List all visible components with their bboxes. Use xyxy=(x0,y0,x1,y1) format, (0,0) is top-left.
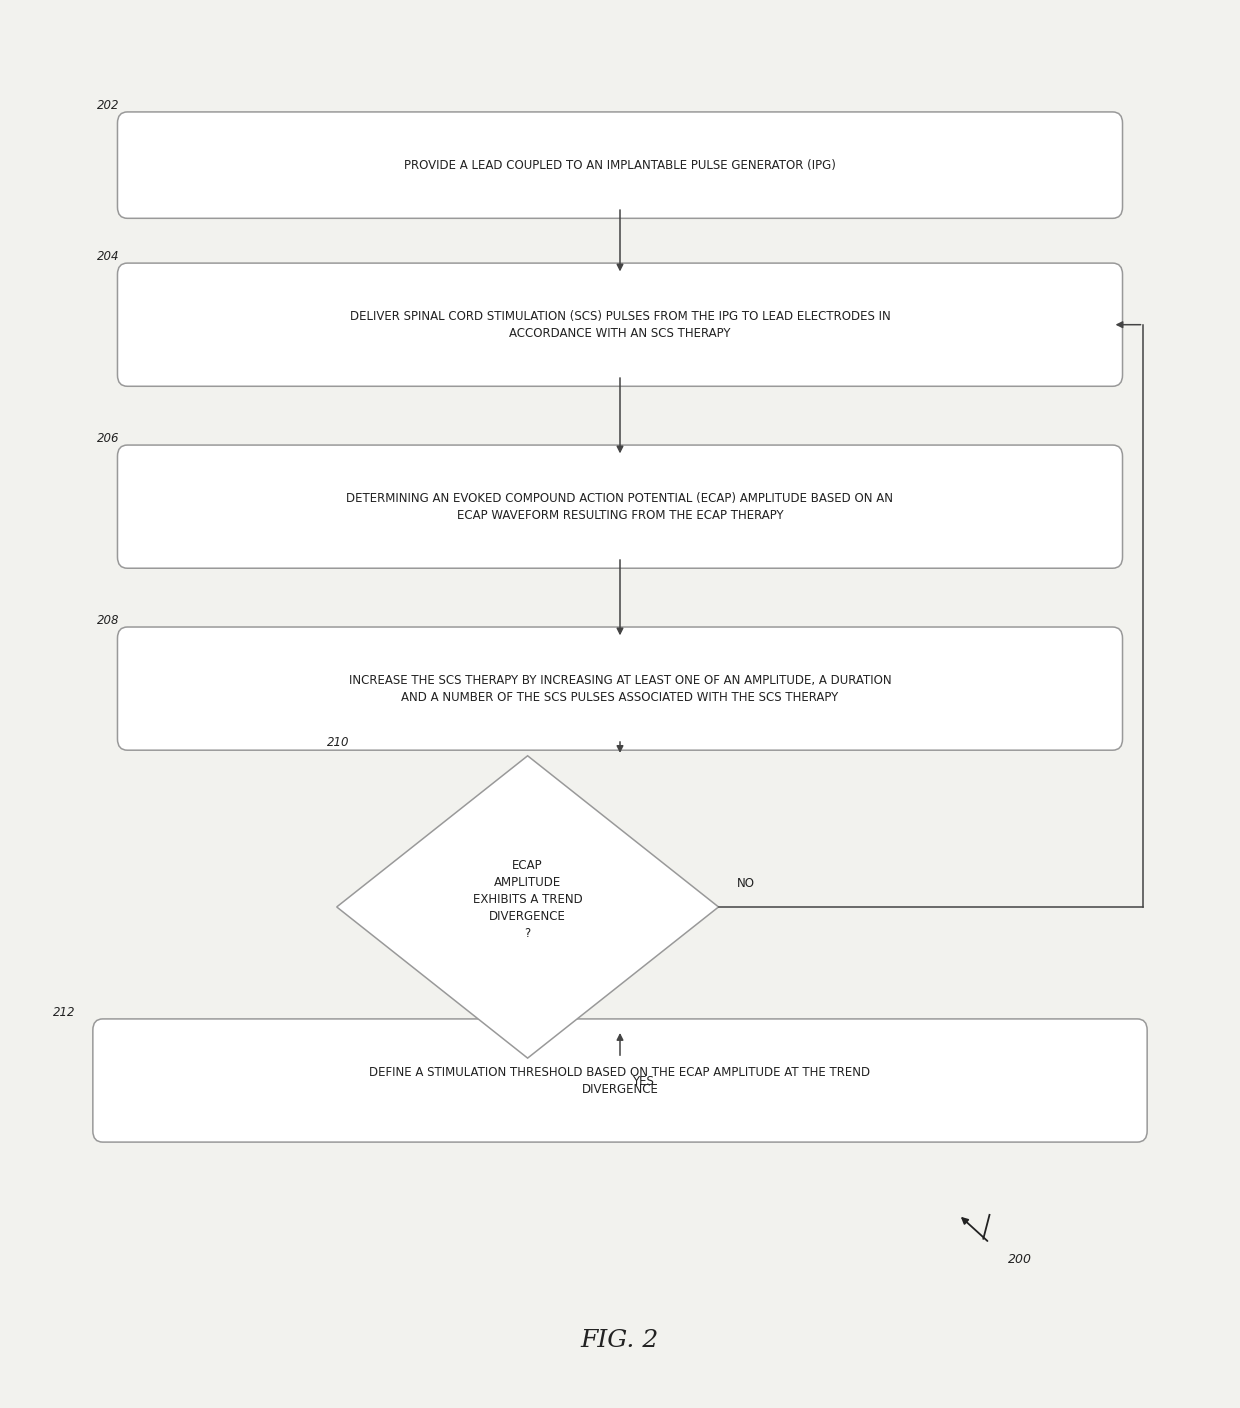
Polygon shape xyxy=(337,756,718,1059)
Text: 202: 202 xyxy=(97,99,119,113)
Text: ECAP
AMPLITUDE
EXHIBITS A TREND
DIVERGENCE
?: ECAP AMPLITUDE EXHIBITS A TREND DIVERGEN… xyxy=(472,859,583,941)
Text: 206: 206 xyxy=(97,432,119,445)
Text: NO: NO xyxy=(737,877,755,890)
Text: FIG. 2: FIG. 2 xyxy=(580,1329,660,1352)
FancyBboxPatch shape xyxy=(118,113,1122,218)
Text: 200: 200 xyxy=(1008,1253,1032,1266)
FancyBboxPatch shape xyxy=(118,627,1122,750)
Text: DEFINE A STIMULATION THRESHOLD BASED ON THE ECAP AMPLITUDE AT THE TREND
DIVERGEN: DEFINE A STIMULATION THRESHOLD BASED ON … xyxy=(370,1066,870,1095)
Text: PROVIDE A LEAD COUPLED TO AN IMPLANTABLE PULSE GENERATOR (IPG): PROVIDE A LEAD COUPLED TO AN IMPLANTABLE… xyxy=(404,159,836,172)
Text: 210: 210 xyxy=(326,736,348,749)
FancyBboxPatch shape xyxy=(93,1019,1147,1142)
Text: 212: 212 xyxy=(53,1005,76,1019)
Text: YES: YES xyxy=(632,1074,655,1088)
Text: DETERMINING AN EVOKED COMPOUND ACTION POTENTIAL (ECAP) AMPLITUDE BASED ON AN
ECA: DETERMINING AN EVOKED COMPOUND ACTION PO… xyxy=(346,491,894,521)
FancyBboxPatch shape xyxy=(118,445,1122,569)
Text: INCREASE THE SCS THERAPY BY INCREASING AT LEAST ONE OF AN AMPLITUDE, A DURATION
: INCREASE THE SCS THERAPY BY INCREASING A… xyxy=(348,673,892,704)
FancyBboxPatch shape xyxy=(118,263,1122,386)
Text: 208: 208 xyxy=(97,614,119,627)
Text: 204: 204 xyxy=(97,251,119,263)
Text: DELIVER SPINAL CORD STIMULATION (SCS) PULSES FROM THE IPG TO LEAD ELECTRODES IN
: DELIVER SPINAL CORD STIMULATION (SCS) PU… xyxy=(350,310,890,339)
